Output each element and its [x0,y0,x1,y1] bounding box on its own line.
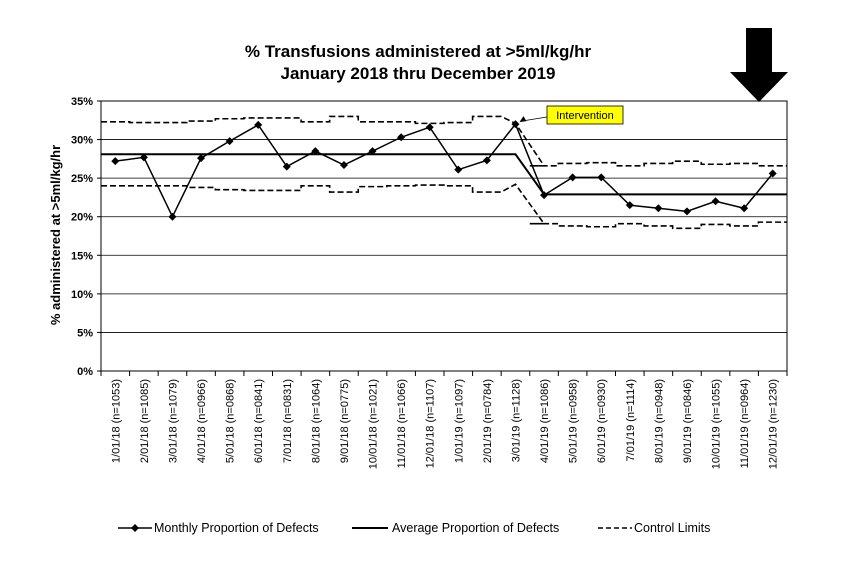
legend: Monthly Proportion of Defects Average Pr… [118,521,710,535]
x-tick-label: 12/01/18 (n=1107) [425,379,437,468]
monthly-point [654,204,663,213]
x-tick-label: 1/01/19 (n=1097) [453,379,465,463]
legend-item-monthly: Monthly Proportion of Defects [118,521,319,535]
monthly-point [311,147,320,156]
y-tick-label: 15% [71,250,93,262]
monthly-point [711,197,720,206]
monthly-point [454,165,463,174]
y-tick-label: 20% [71,212,93,224]
x-tick-label: 11/01/18 (n=1066) [396,379,408,468]
control-limit-upper [101,115,787,167]
x-tick-label: 10/01/19 (n=1055) [711,379,723,469]
x-tick-labels: 1/01/18 (n=1053) 2/01/18 (n=1085) 3/01/18 … [100,371,788,469]
y-tick-label: 25% [71,173,93,185]
monthly-point [139,153,148,162]
y-tick-labels: 0% 5% 10% 15% 20% 25% 30% 35% [71,96,93,378]
monthly-point [282,162,291,171]
legend-item-control: Control Limits [598,521,710,535]
down-arrow-icon [730,28,788,102]
average-line [101,153,787,196]
annotation-arrowhead [519,116,527,123]
monthly-point [254,120,263,129]
x-tick-label: 8/01/18 (n=1064) [310,379,322,463]
monthly-line [115,122,774,219]
monthly-point [568,173,577,182]
control-limit-lower [101,183,787,230]
legend-label-control: Control Limits [634,521,710,535]
monthly-point [540,191,549,200]
x-tick-label: 8/01/19 (n=0948) [653,379,665,463]
monthly-point [740,204,749,213]
y-tick-label: 5% [77,327,93,339]
monthly-point [111,157,120,166]
annotation-box [546,105,624,125]
chart-title: % Transfusions administered at >5ml/kg/h… [245,42,592,61]
annotations: Intervention [519,105,624,125]
y-tick-label: 35% [71,96,93,108]
monthly-point [768,169,777,178]
x-tick-label: 7/01/19 (n=1114) [625,379,637,461]
annotation-label: Intervention [556,110,613,122]
monthly-point [682,207,691,216]
x-tick-label: 6/01/19 (n=0930) [596,379,608,463]
x-tick-label: 11/01/19 (n=0964) [739,379,751,468]
gridlines [97,100,787,372]
x-tick-label: 6/01/18 (n=0841) [253,379,265,463]
x-tick-label: 3/01/19 (n=1128) [510,379,522,462]
legend-label-average: Average Proportion of Defects [392,521,559,535]
x-tick-label: 4/01/19 (n=1086) [539,379,551,463]
x-tick-label: 10/01/18 (n=1021) [368,379,380,469]
x-tick-label: 1/01/18 (n=1053) [110,379,122,463]
monthly-point [339,161,348,170]
x-tick-label: 12/01/19 (n=1230) [768,379,780,469]
x-tick-label: 3/01/18 (n=1079) [167,379,179,463]
monthly-point [482,156,491,165]
monthly-point [197,154,206,163]
chart-subtitle: January 2018 thru December 2019 [281,64,556,83]
monthly-point [425,123,434,132]
series-lines [101,115,787,230]
x-tick-label: 7/01/18 (n=0831) [282,379,294,463]
y-tick-label: 10% [71,289,93,301]
legend-item-average: Average Proportion of Defects [352,521,559,535]
monthly-point [597,173,606,182]
y-tick-label: 0% [77,366,93,378]
x-tick-label: 4/01/18 (n=0966) [196,379,208,463]
x-tick-label: 9/01/19 (n=0846) [682,379,694,463]
monthly-point [625,201,634,210]
y-axis-label: % administered at >5ml/kg/hr [48,145,63,325]
x-tick-label: 5/01/19 (n=0958) [568,379,580,463]
y-tick-label: 30% [71,135,93,147]
monthly-point [397,133,406,142]
monthly-point [511,120,520,129]
monthly-point [368,147,377,156]
x-tick-label: 2/01/19 (n=0784) [482,379,494,463]
x-tick-label: 9/01/18 (n=0775) [339,379,351,463]
legend-label-monthly: Monthly Proportion of Defects [154,521,319,535]
x-tick-label: 2/01/18 (n=1085) [139,379,151,463]
plot-area [100,100,788,372]
monthly-point [225,137,234,146]
monthly-point [168,212,177,221]
x-tick-label: 5/01/18 (n=0868) [225,379,237,463]
